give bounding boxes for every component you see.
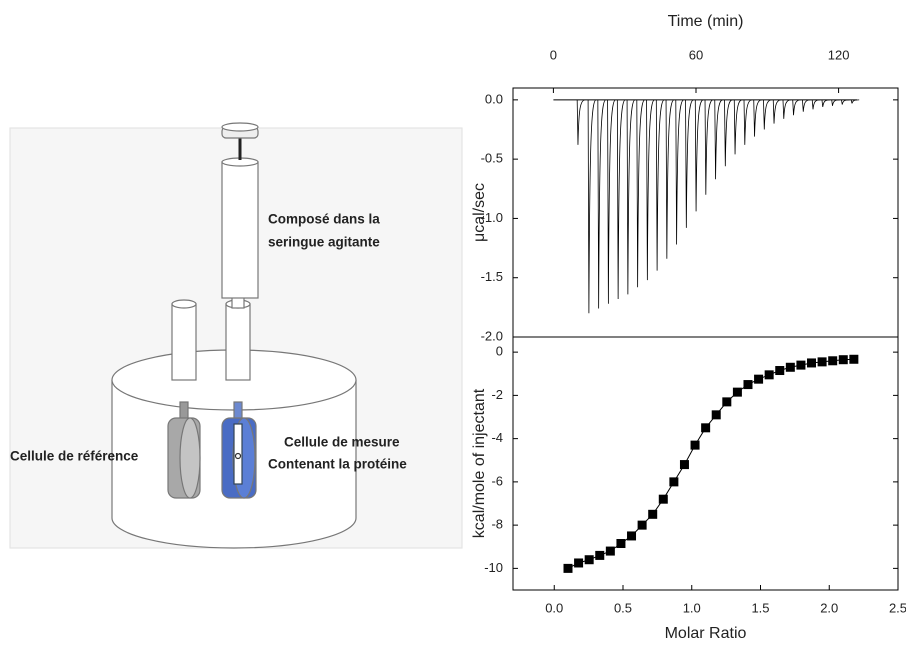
x-axis-label: Time (min) [668,13,744,30]
injection-peak [607,99,616,304]
data-point [785,362,795,372]
injection-peak [694,99,704,212]
x-tick-label: 120 [828,47,850,62]
injection-peak [685,99,694,228]
injection-peak [636,99,646,288]
y-tick-label: -4 [491,430,503,445]
data-point [743,380,753,390]
data-point [732,387,742,397]
y-tick-label: -1.5 [481,269,503,284]
injection-peak [724,99,733,167]
sample-label: Contenant la protéine [268,457,407,472]
reference-cell-face [179,417,201,499]
y-tick-label: -10 [484,560,503,575]
y-tick-label: -0.5 [481,151,503,166]
sample-label: Cellule de mesure [284,435,400,450]
x-tick-label: 0 [550,47,557,62]
x-tick-label: 0.5 [614,600,632,615]
injection-peak [811,99,821,110]
data-point [679,460,689,470]
data-point [838,355,848,365]
injection-peak [850,99,860,104]
injection-peak [587,99,597,314]
instrument-diagram [9,122,463,549]
y-axis-label: μcal/sec [471,183,488,242]
y-tick-label: -6 [491,473,503,488]
x-tick-label: 60 [689,47,703,62]
injection-peak [743,99,753,145]
data-point [574,558,584,568]
injection-peak [831,99,840,106]
plunger-cap-top [221,122,259,132]
x-tick-label: 2.0 [820,600,838,615]
injection-peak [626,99,636,295]
syringe-barrel [221,161,259,299]
injection-peak [782,99,792,119]
injection-peak [802,99,811,112]
data-point [775,366,785,376]
data-point [849,354,859,364]
reference-label: Cellule de référence [10,449,139,464]
data-point [690,440,700,450]
data-point [595,550,605,560]
injection-peak [772,99,782,124]
x-tick-label: 2.5 [889,600,906,615]
injection-peak [714,99,723,180]
injection-peak [841,99,850,105]
charts: 0 60 120 0.0 -0.5 -1.0 -1.5 -2.0 Time (min) μcal/… [471,13,906,642]
data-point [563,563,573,573]
data-point [658,494,668,504]
syringe-label: Composé dans la [268,212,380,227]
injection-peak [576,99,586,145]
y-axis-label: kcal/mole of injectant [471,388,488,538]
injection-peak [646,99,655,281]
y-tick-label: 0.0 [485,91,503,106]
reference-tube-top [171,299,197,309]
fit-line [567,358,854,569]
data-point [584,555,594,565]
injection-peak [675,99,684,245]
injection-peak [655,99,665,271]
injection-peak [704,99,714,195]
data-point [754,374,764,384]
data-point [807,358,817,368]
reference-tube [171,303,197,381]
y-tick-label: -1.0 [481,210,503,225]
plot-frame [512,336,899,591]
data-point [648,509,658,519]
data-point [605,546,615,556]
syringe-label: seringue agitante [268,235,380,250]
data-point [637,520,647,530]
injection-peak [597,99,607,309]
x-tick-label: 1.5 [751,600,769,615]
stirrer [234,452,242,460]
data-point [828,356,838,366]
x-tick-label: 1.0 [683,600,701,615]
injection-peak [733,99,743,155]
data-point [796,360,806,370]
sample-tube [225,303,251,381]
data-point [764,370,774,380]
data-point [817,357,827,367]
data-point [627,531,637,541]
y-tick-label: 0 [496,344,503,359]
data-point [711,410,721,420]
y-tick-label: -2 [491,387,503,402]
data-point [669,477,679,487]
y-tick-label: -2.0 [481,328,503,343]
y-tick-label: -8 [491,517,503,532]
data-point [616,539,626,549]
x-tick-label: 0.0 [545,600,563,615]
injection-peak [665,99,675,259]
data-point [722,397,732,407]
injection-peak [616,99,626,300]
injection-peak [792,99,801,116]
x-axis-label: Molar Ratio [665,625,747,642]
data-point [701,423,711,433]
injection-peak [753,99,762,137]
injection-peak [763,99,772,130]
injection-peak [821,99,830,108]
